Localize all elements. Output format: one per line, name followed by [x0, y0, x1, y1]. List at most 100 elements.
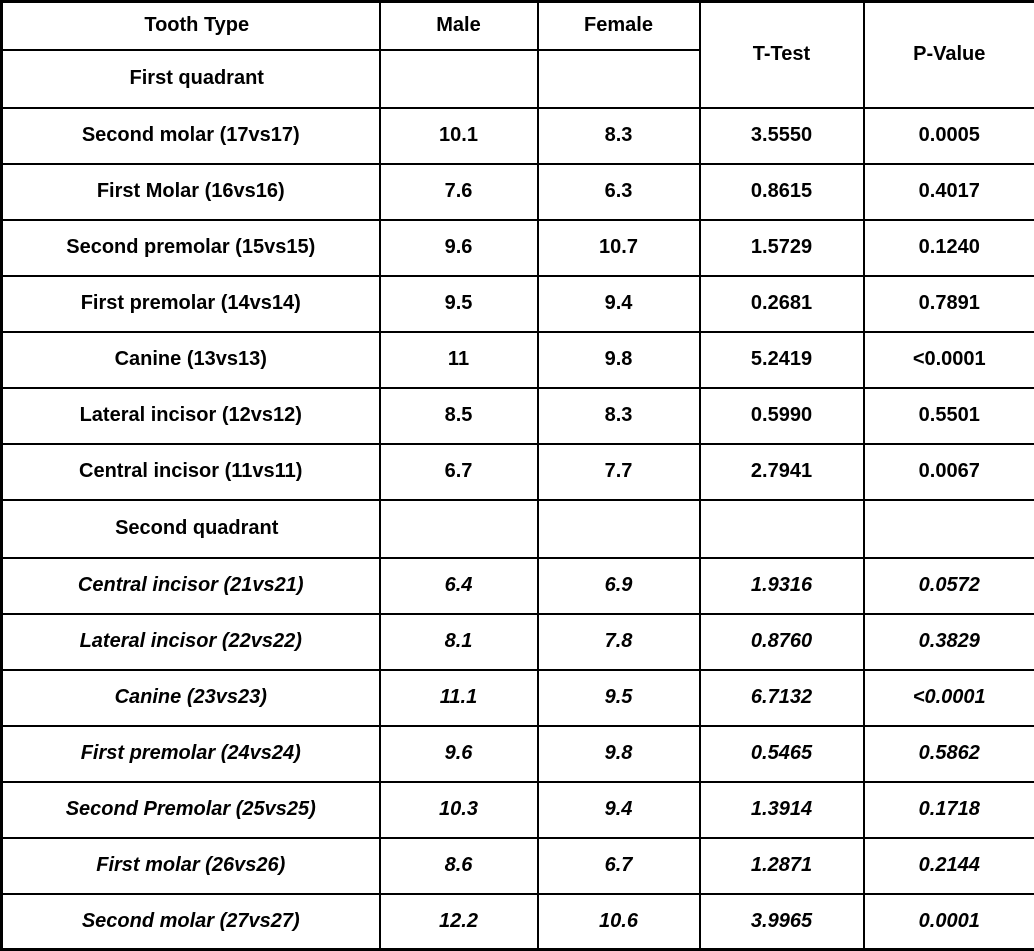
female-value-cell: 7.7 [538, 444, 700, 500]
tooth-type-cell: First premolar (14vs14) [2, 276, 380, 332]
column-header-p-value: P-Value [864, 2, 1034, 108]
tooth-type-cell: Lateral incisor (12vs12) [2, 388, 380, 444]
column-header-male: Male [380, 2, 538, 50]
tooth-type-cell: Second Premolar (25vs25) [2, 782, 380, 838]
tooth-type-cell: Central incisor (21vs21) [2, 558, 380, 614]
female-value-cell: 6.3 [538, 164, 700, 220]
tooth-type-cell: Lateral incisor (22vs22) [2, 614, 380, 670]
t-test-value-cell: 1.2871 [700, 838, 864, 894]
female-value-cell: 9.4 [538, 782, 700, 838]
tooth-type-cell: Second molar (17vs17) [2, 108, 380, 164]
p-value-cell: 0.3829 [864, 614, 1034, 670]
p-value-cell: <0.0001 [864, 332, 1034, 388]
male-value-cell: 9.6 [380, 220, 538, 276]
p-value-cell: 0.5501 [864, 388, 1034, 444]
empty-cell [538, 50, 700, 108]
tooth-type-cell: First Molar (16vs16) [2, 164, 380, 220]
p-value-cell: 0.0572 [864, 558, 1034, 614]
male-value-cell: 10.1 [380, 108, 538, 164]
p-value-cell: 0.0005 [864, 108, 1034, 164]
t-test-value-cell: 1.5729 [700, 220, 864, 276]
male-value-cell: 10.3 [380, 782, 538, 838]
p-value-cell: 0.2144 [864, 838, 1034, 894]
t-test-value-cell: 1.9316 [700, 558, 864, 614]
female-value-cell: 6.9 [538, 558, 700, 614]
male-value-cell: 7.6 [380, 164, 538, 220]
empty-cell [380, 500, 538, 558]
t-test-value-cell: 0.8760 [700, 614, 864, 670]
p-value-cell: 0.0067 [864, 444, 1034, 500]
column-header-female: Female [538, 2, 700, 50]
p-value-cell: 0.0001 [864, 894, 1034, 950]
p-value-cell: 0.1718 [864, 782, 1034, 838]
tooth-type-cell: Second molar (27vs27) [2, 894, 380, 950]
tooth-type-cell: First premolar (24vs24) [2, 726, 380, 782]
section-label-first-quadrant: First quadrant [2, 50, 380, 108]
tooth-type-cell: Second premolar (15vs15) [2, 220, 380, 276]
male-value-cell: 11 [380, 332, 538, 388]
t-test-value-cell: 0.2681 [700, 276, 864, 332]
t-test-value-cell: 6.7132 [700, 670, 864, 726]
t-test-value-cell: 0.5465 [700, 726, 864, 782]
male-value-cell: 6.7 [380, 444, 538, 500]
section-row: Second quadrant [2, 500, 1034, 558]
t-test-value-cell: 1.3914 [700, 782, 864, 838]
section-label: Second quadrant [2, 500, 380, 558]
p-value-cell: 0.5862 [864, 726, 1034, 782]
empty-cell [700, 500, 864, 558]
column-header-t-test: T-Test [700, 2, 864, 108]
male-value-cell: 6.4 [380, 558, 538, 614]
male-value-cell: 12.2 [380, 894, 538, 950]
female-value-cell: 8.3 [538, 108, 700, 164]
p-value-cell: 0.1240 [864, 220, 1034, 276]
column-header-tooth-type: Tooth Type [2, 2, 380, 50]
female-value-cell: 7.8 [538, 614, 700, 670]
empty-cell [380, 50, 538, 108]
male-value-cell: 8.6 [380, 838, 538, 894]
t-test-value-cell: 0.5990 [700, 388, 864, 444]
female-value-cell: 8.3 [538, 388, 700, 444]
tooth-type-cell: Canine (23vs23) [2, 670, 380, 726]
tooth-type-cell: Canine (13vs13) [2, 332, 380, 388]
female-value-cell: 9.4 [538, 276, 700, 332]
empty-cell [538, 500, 700, 558]
female-value-cell: 9.8 [538, 726, 700, 782]
t-test-value-cell: 3.5550 [700, 108, 864, 164]
female-value-cell: 10.7 [538, 220, 700, 276]
header-row: Tooth Type Male Female T-Test P-Value [2, 2, 1034, 50]
female-value-cell: 9.5 [538, 670, 700, 726]
female-value-cell: 10.6 [538, 894, 700, 950]
male-value-cell: 11.1 [380, 670, 538, 726]
t-test-value-cell: 2.7941 [700, 444, 864, 500]
p-value-cell: 0.4017 [864, 164, 1034, 220]
t-test-value-cell: 5.2419 [700, 332, 864, 388]
p-value-cell: 0.7891 [864, 276, 1034, 332]
p-value-cell: <0.0001 [864, 670, 1034, 726]
t-test-value-cell: 3.9965 [700, 894, 864, 950]
male-value-cell: 9.6 [380, 726, 538, 782]
empty-cell [864, 500, 1034, 558]
female-value-cell: 6.7 [538, 838, 700, 894]
tooth-type-cell: First molar (26vs26) [2, 838, 380, 894]
male-value-cell: 8.1 [380, 614, 538, 670]
t-test-value-cell: 0.8615 [700, 164, 864, 220]
male-value-cell: 9.5 [380, 276, 538, 332]
female-value-cell: 9.8 [538, 332, 700, 388]
tooth-type-cell: Central incisor (11vs11) [2, 444, 380, 500]
